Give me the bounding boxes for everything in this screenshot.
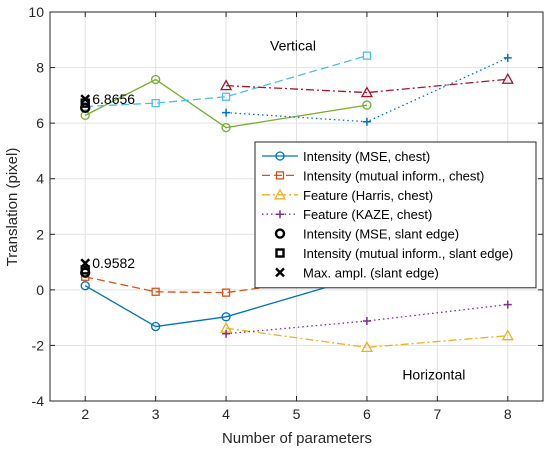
legend-entry: Intensity (mutual inform., chest) <box>262 168 484 183</box>
series-line <box>226 57 509 123</box>
y-tick-label: 6 <box>36 115 44 131</box>
series-line <box>225 327 508 349</box>
data-point <box>151 287 160 296</box>
series-layer <box>80 51 514 353</box>
x-tick-label: 4 <box>222 406 230 422</box>
x-tick-label: 3 <box>152 406 160 422</box>
legend-entry: Intensity (MSE, chest) <box>262 149 430 164</box>
legend-marker <box>275 171 285 180</box>
data-point <box>150 74 161 85</box>
y-tick-label: 2 <box>36 226 44 242</box>
reference-points-2 <box>80 94 91 269</box>
data-point <box>501 72 514 84</box>
y-tick-label: 4 <box>36 171 44 187</box>
y-axis-label: Translation (pixel) <box>4 148 21 267</box>
legend-label: Intensity (MSE, slant edge) <box>303 227 459 242</box>
series-line <box>84 274 368 328</box>
data-point <box>222 108 231 117</box>
legend-label: Feature (Harris, chest) <box>303 188 433 203</box>
data-point <box>150 321 161 332</box>
x-tick-label: 7 <box>433 406 441 422</box>
y-tick-label: -2 <box>32 337 45 353</box>
x-tick-label: 2 <box>81 406 89 422</box>
legend-label: Intensity (MSE, chest) <box>303 149 430 164</box>
annotation-label: 0.9582 <box>92 255 135 271</box>
legend-marker <box>273 188 287 200</box>
legend-entry: Feature (Harris, chest) <box>262 188 433 203</box>
reference-point <box>80 94 91 104</box>
data-point <box>503 300 512 309</box>
series-line <box>84 78 368 129</box>
data-point <box>151 98 160 108</box>
series-6 <box>219 72 514 98</box>
legend-label: Feature (KAZE, chest) <box>303 207 432 222</box>
data-point <box>362 316 371 325</box>
legend-entry: Feature (KAZE, chest) <box>262 207 432 222</box>
data-point <box>221 122 231 133</box>
legend-entry: Intensity (MSE, slant edge) <box>274 227 459 242</box>
data-point <box>503 53 512 62</box>
legend-entry: Intensity (mutual inform., slant edge) <box>275 246 513 261</box>
x-tick-label: 5 <box>293 406 301 422</box>
series-3 <box>222 300 512 338</box>
series-line <box>85 272 368 294</box>
data-point <box>362 100 372 110</box>
data-point <box>221 288 231 297</box>
x-tick-label: 8 <box>504 406 512 422</box>
legend-entry: Max. ampl. (slant edge) <box>275 265 439 280</box>
legend-marker <box>276 210 284 219</box>
data-point <box>222 329 231 338</box>
data-point <box>362 117 371 126</box>
data-point <box>360 341 374 353</box>
reference-point <box>80 258 91 269</box>
series-line <box>226 78 508 94</box>
data-point <box>80 281 90 291</box>
data-point <box>221 92 231 101</box>
series-4 <box>80 74 372 133</box>
data-point <box>219 79 233 91</box>
legend-label: Intensity (mutual inform., chest) <box>303 168 484 183</box>
y-tick-label: 8 <box>36 60 44 76</box>
data-point <box>360 86 374 98</box>
reference-point <box>80 265 90 275</box>
legend-label: Intensity (mutual inform., slant edge) <box>303 246 513 261</box>
series-7 <box>222 53 512 126</box>
y-tick-label: -4 <box>32 393 45 409</box>
legend: Intensity (MSE, chest) Intensity (mutual … <box>254 141 537 289</box>
data-point <box>221 312 231 322</box>
reference-point <box>80 102 91 114</box>
axes: 2 3 4 5 6 7 8 -4 -2 0 2 4 6 8 10 <box>28 4 544 422</box>
annotation-label: Vertical <box>270 37 316 53</box>
annotation-label: 6.8656 <box>92 91 135 107</box>
y-tick-label: 10 <box>28 4 44 20</box>
x-axis-label: Number of parameters <box>222 430 372 447</box>
legend-marker <box>274 228 286 239</box>
data-point <box>501 329 514 341</box>
annotations: Vertical Horizontal 6.8656 0.9582 <box>92 37 465 382</box>
legend-marker <box>275 267 285 278</box>
legend-marker <box>275 151 285 161</box>
y-tick-label: 0 <box>36 282 44 298</box>
legend-label: Max. ampl. (slant edge) <box>303 265 439 280</box>
legend-marker <box>275 248 285 258</box>
annotation-label: Horizontal <box>402 367 465 383</box>
data-point <box>362 51 372 60</box>
x-tick-label: 6 <box>363 406 371 422</box>
legend-box <box>254 141 537 289</box>
